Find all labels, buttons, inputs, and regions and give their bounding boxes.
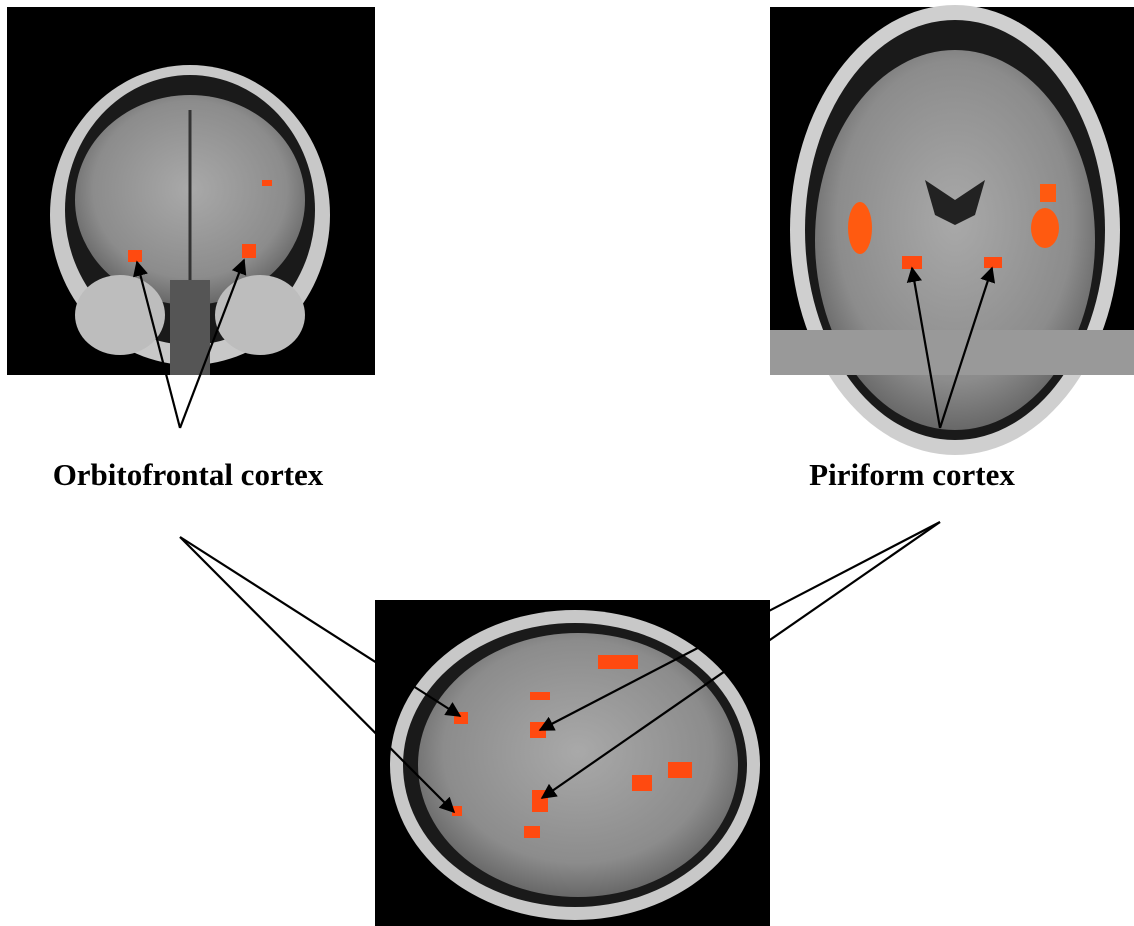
label: Orbitofrontal cortex (53, 457, 324, 492)
label: Piriform cortex (809, 457, 1015, 492)
arrows (133, 258, 996, 814)
axial-slice (375, 600, 770, 926)
coronal-slice-left (7, 7, 375, 375)
coronal-slice-right (770, 5, 1134, 455)
